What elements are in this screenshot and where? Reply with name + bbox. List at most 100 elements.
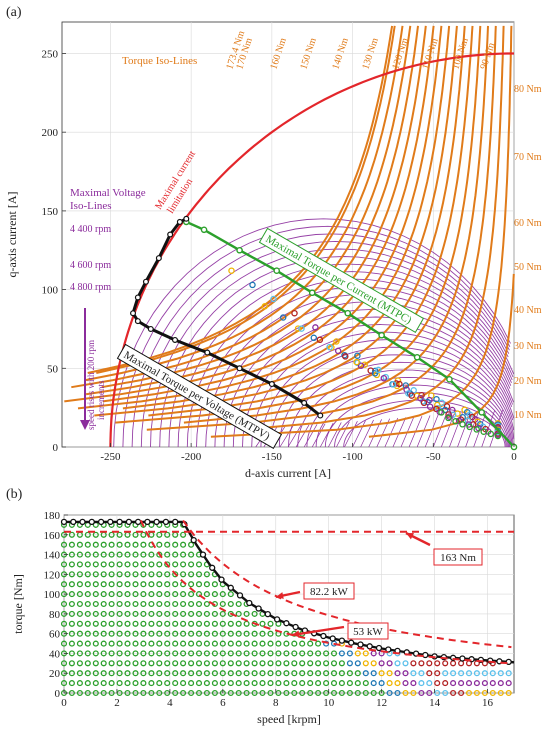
voltage-isoline-tail bbox=[319, 422, 334, 448]
torque-speed-point bbox=[164, 640, 171, 647]
operating-point bbox=[402, 382, 410, 389]
current-limit-circle bbox=[109, 52, 514, 448]
operating-point bbox=[228, 267, 235, 274]
torque-speed-point bbox=[172, 650, 179, 657]
torque-speed-point bbox=[458, 670, 465, 677]
torque-speed-point bbox=[92, 531, 99, 538]
torque-speed-point bbox=[156, 640, 163, 647]
torque-speed-point bbox=[116, 541, 123, 548]
torque-speed-point bbox=[386, 689, 393, 697]
mtpv-point bbox=[172, 336, 179, 343]
y-tick-label: 100 bbox=[42, 285, 59, 297]
torque-speed-point bbox=[299, 650, 306, 657]
torque-speed-point bbox=[116, 670, 123, 677]
torque-isoline bbox=[210, 25, 513, 438]
power-limit-curve bbox=[182, 519, 512, 649]
torque-speed-point bbox=[84, 591, 91, 598]
torque-speed-point bbox=[108, 571, 115, 578]
torque-speed-point bbox=[180, 561, 187, 568]
operating-point bbox=[396, 380, 403, 388]
y-tick-label: 160 bbox=[44, 530, 61, 542]
torque-speed-point bbox=[195, 660, 203, 667]
max-torque-point bbox=[348, 639, 355, 646]
torque-speed-point bbox=[323, 670, 330, 677]
torque-isoline bbox=[101, 25, 419, 389]
torque-speed-point bbox=[108, 620, 115, 627]
torque-speed-point bbox=[60, 561, 68, 568]
torque-speed-point bbox=[267, 689, 274, 697]
torque-speed-point bbox=[172, 600, 179, 608]
x-tick-label: 16 bbox=[482, 697, 494, 709]
torque-speed-point bbox=[394, 689, 401, 697]
torque-speed-point bbox=[164, 561, 171, 568]
torque-speed-point bbox=[148, 660, 155, 667]
torque-speed-point bbox=[148, 561, 155, 568]
torque-speed-point bbox=[307, 670, 314, 677]
torque-speed-point bbox=[60, 620, 68, 627]
max-torque-point bbox=[209, 564, 216, 571]
torque-speed-point bbox=[164, 531, 171, 538]
mtpv-point bbox=[301, 399, 308, 406]
torque-speed-point bbox=[235, 600, 242, 608]
panel-b-y-axis-label: torque [Nm] bbox=[11, 574, 25, 634]
torque-speed-point bbox=[156, 620, 163, 627]
max-torque-point bbox=[107, 518, 114, 526]
operating-point bbox=[390, 381, 397, 388]
torque-speed-point bbox=[259, 670, 266, 677]
torque-speed-point bbox=[354, 670, 361, 677]
torque-speed-point bbox=[338, 660, 345, 667]
torque-speed-point bbox=[108, 660, 115, 667]
torque-speed-point bbox=[68, 640, 75, 647]
torque-speed-point bbox=[156, 531, 163, 538]
torque-speed-point bbox=[148, 640, 155, 647]
torque-speed-point bbox=[346, 670, 353, 677]
torque-speed-point bbox=[140, 591, 147, 598]
max-torque-point bbox=[199, 551, 207, 558]
torque-speed-point bbox=[283, 680, 290, 687]
torque-speed-point bbox=[426, 689, 433, 697]
max-torque-point bbox=[255, 605, 262, 612]
annotation-label: 82.2 kW bbox=[310, 586, 349, 598]
torque-speed-point bbox=[92, 680, 99, 687]
y-tick-label: 100 bbox=[44, 589, 61, 601]
mtpv-point bbox=[167, 231, 174, 238]
torque-speed-point bbox=[489, 680, 496, 687]
torque-speed-point bbox=[100, 591, 107, 598]
torque-speed-point bbox=[211, 640, 218, 647]
torque-speed-point bbox=[386, 680, 393, 687]
operating-point bbox=[353, 358, 360, 366]
torque-speed-point bbox=[362, 670, 369, 677]
torque-speed-point bbox=[140, 650, 147, 657]
torque-right-label: 30 Nm bbox=[514, 341, 542, 352]
torque-speed-point bbox=[76, 610, 83, 617]
voltage-isoline-tail bbox=[344, 421, 358, 448]
torque-speed-point bbox=[418, 660, 425, 667]
torque-speed-point bbox=[227, 660, 234, 667]
max-torque-point bbox=[236, 592, 244, 599]
torque-speed-point bbox=[68, 610, 75, 617]
annotation-label: 163 Nm bbox=[440, 552, 476, 564]
torque-speed-point bbox=[346, 680, 353, 687]
torque-speed-point bbox=[124, 670, 131, 677]
max-torque-point bbox=[218, 576, 225, 583]
torque-speed-point bbox=[164, 660, 171, 667]
torque-speed-point bbox=[76, 630, 83, 637]
torque-speed-point bbox=[124, 680, 131, 687]
torque-speed-point bbox=[140, 581, 147, 588]
torque-speed-point bbox=[299, 680, 306, 687]
torque-speed-point bbox=[140, 670, 147, 677]
torque-speed-point bbox=[378, 660, 385, 667]
mtpv-point bbox=[204, 349, 211, 356]
torque-speed-point bbox=[92, 541, 99, 548]
torque-speed-point bbox=[188, 689, 195, 697]
torque-speed-point bbox=[108, 650, 115, 657]
torque-speed-point bbox=[291, 660, 298, 667]
operating-point bbox=[433, 395, 440, 403]
torque-speed-point bbox=[132, 600, 139, 608]
panel-a-y-axis-label: q-axis current [A] bbox=[5, 192, 19, 278]
torque-speed-point bbox=[211, 650, 218, 657]
operating-point bbox=[455, 417, 463, 424]
operating-point bbox=[494, 432, 502, 440]
torque-speed-point bbox=[164, 670, 171, 677]
torque-speed-point bbox=[164, 571, 171, 578]
